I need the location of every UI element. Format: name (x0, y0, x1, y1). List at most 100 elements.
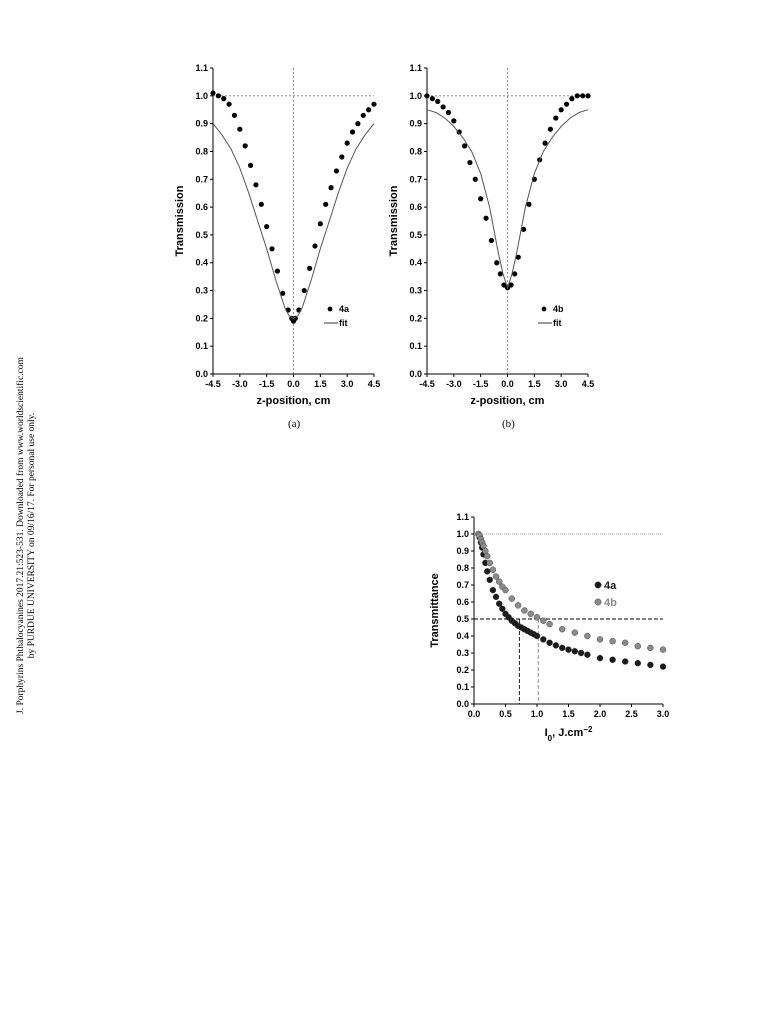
y-tick-label: 0.3 (195, 286, 208, 296)
legend-label-4b: 4b (553, 304, 564, 314)
data-point-4b (584, 632, 591, 640)
x-axis-label-part: I (545, 727, 548, 739)
data-point-4b (501, 282, 507, 288)
x-tick-label: 3.0 (555, 379, 568, 389)
y-tick-label: 0.4 (456, 631, 469, 641)
data-point-4a (242, 143, 248, 149)
y-tick-label: 0.9 (456, 546, 469, 556)
y-tick-label: 0.8 (195, 146, 208, 156)
x-tick-label: -1.5 (473, 379, 489, 389)
data-point-4a (577, 649, 585, 657)
data-point-4b (558, 107, 564, 113)
x-tick-label: -4.5 (205, 379, 221, 389)
data-point-4b (512, 271, 518, 277)
x-tick-label: 0.0 (468, 709, 481, 719)
data-point-4b (585, 93, 591, 99)
data-point-4a (533, 632, 541, 640)
data-point-4a (221, 96, 227, 102)
data-point-4a (339, 154, 345, 160)
y-tick-label: 0.7 (456, 580, 469, 590)
y-tick-label: 1.1 (409, 63, 422, 73)
legend-marker-4b (594, 598, 602, 606)
x-tick-label: 1.5 (528, 379, 541, 389)
data-point-4a (269, 246, 275, 252)
data-point-4a (301, 287, 307, 294)
x-tick-label: -3.0 (446, 379, 462, 389)
data-point-4a (333, 168, 340, 174)
y-tick-label: 0.2 (409, 313, 422, 323)
x-tick-label: -1.5 (259, 379, 275, 389)
data-point-4a (231, 112, 238, 118)
y-tick-label: 0.4 (409, 258, 422, 268)
x-tick-label: 0.5 (499, 709, 512, 719)
data-point-4b (445, 109, 452, 116)
data-point-4a (328, 185, 334, 191)
data-point-4b (596, 636, 604, 643)
data-point-4b (508, 595, 515, 602)
x-axis-label-part: −2 (583, 725, 593, 734)
data-point-4a (609, 656, 616, 663)
y-tick-label: 0.0 (195, 369, 208, 379)
data-point-4a (317, 221, 323, 227)
data-point-4b (497, 271, 503, 277)
data-point-4b (553, 115, 559, 121)
data-point-4b (574, 93, 580, 99)
data-point-4b (526, 201, 532, 207)
x-tick-label: 4.5 (368, 379, 381, 389)
data-point-4b (571, 629, 578, 636)
y-tick-label: 0.7 (409, 174, 422, 184)
data-point-4a (492, 593, 500, 601)
data-point-4b (514, 602, 522, 609)
x-tick-label: 0.0 (501, 379, 514, 389)
data-point-4b (634, 643, 641, 650)
data-point-4a (584, 651, 591, 658)
y-tick-label: 0.8 (456, 563, 469, 573)
legend-label-4a: 4a (339, 304, 350, 314)
y-tick-label: 1.0 (456, 529, 469, 539)
y-tick-label: 0.0 (456, 699, 469, 709)
x-axis-label: I0, J.cm−2 (545, 725, 593, 743)
data-point-4a (323, 201, 329, 207)
data-point-4a (496, 600, 503, 607)
data-point-4b (440, 104, 446, 110)
x-tick-label: 4.5 (582, 379, 595, 389)
y-tick-label: 0.2 (456, 665, 469, 675)
legend-marker-4a (594, 581, 602, 589)
data-point-4a (344, 140, 350, 146)
x-tick-label: -4.5 (419, 379, 435, 389)
data-point-4a (552, 642, 560, 649)
y-axis-label: Transmission (388, 185, 400, 256)
data-point-4b (527, 610, 534, 618)
y-tick-label: 0.6 (195, 202, 208, 212)
data-point-4a (307, 265, 313, 271)
legend-label-4a: 4a (604, 580, 617, 592)
data-point-4b (533, 614, 541, 621)
y-axis-label: Transmission (174, 185, 186, 256)
caption-b: (b) (502, 418, 515, 430)
legend-label-fit: fit (339, 318, 348, 328)
y-tick-label: 0.4 (195, 258, 208, 268)
data-point-4b (488, 237, 494, 244)
data-point-4a (571, 648, 578, 655)
data-point-4a (349, 129, 356, 135)
data-point-4b (609, 637, 616, 645)
x-tick-label: 3.0 (341, 379, 354, 389)
y-tick-label: 0.5 (409, 230, 422, 240)
y-tick-label: 1.0 (409, 91, 422, 101)
y-tick-label: 0.1 (195, 341, 208, 351)
data-point-4b (508, 282, 514, 288)
data-point-4b (542, 140, 548, 146)
data-point-4a (210, 90, 216, 96)
y-tick-label: 0.3 (409, 286, 422, 296)
data-point-4b (496, 578, 503, 585)
y-tick-label: 1.1 (456, 512, 469, 522)
x-tick-label: 2.5 (625, 709, 638, 719)
legend-marker-4b (541, 306, 547, 312)
y-tick-label: 0.8 (409, 146, 422, 156)
x-axis-label: z-position, cm (257, 395, 331, 407)
x-axis-label: z-position, cm (471, 395, 545, 407)
data-point-4a (280, 290, 286, 296)
data-point-4a (596, 654, 604, 662)
data-point-4b (461, 143, 468, 149)
